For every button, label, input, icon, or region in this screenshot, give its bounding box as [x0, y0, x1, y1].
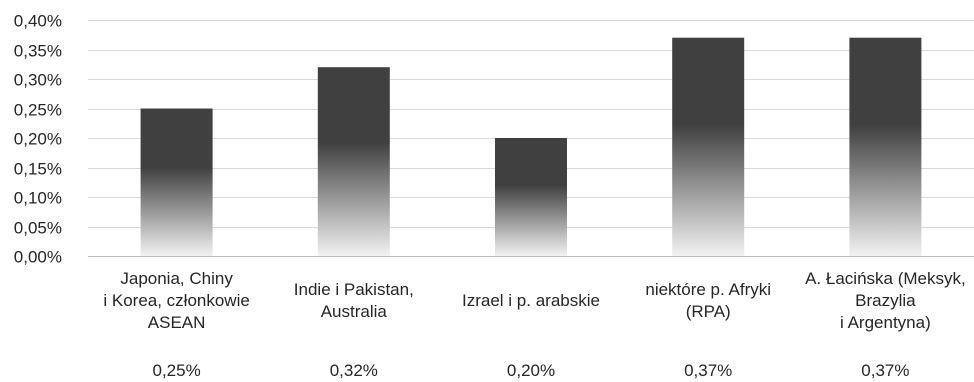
bar — [317, 67, 390, 256]
value-label: 0,20% — [507, 361, 555, 380]
y-tick-label: 0,15% — [14, 160, 62, 179]
value-labels: 0,25% 0,32% 0,20% 0,37% 0,37% — [152, 361, 909, 380]
category-label: Indie i Pakistan, Australia — [294, 280, 414, 321]
y-tick-label: 0,40% — [14, 12, 62, 31]
category-label-line: Australia — [321, 302, 388, 321]
category-label: Izrael i p. arabskie — [462, 291, 600, 310]
y-tick-label: 0,30% — [14, 71, 62, 90]
category-labels: Japonia, Chiny i Korea, członkowie ASEAN In… — [103, 269, 965, 332]
category-label: Japonia, Chiny i Korea, członkowie ASEAN — [103, 269, 249, 332]
y-axis-tick-labels: 0,00% 0,05% 0,10% 0,15% 0,20% 0,25% 0,30% 0,35%… — [14, 12, 62, 267]
bar — [672, 37, 745, 257]
bar — [495, 138, 567, 256]
bars — [140, 37, 922, 257]
category-label-line: Japonia, Chiny — [120, 269, 233, 288]
category-label-line: niektóre p. Afryki — [645, 280, 771, 299]
value-label: 0,37% — [861, 361, 909, 380]
category-label-line: ASEAN — [148, 313, 206, 332]
value-label: 0,37% — [684, 361, 732, 380]
value-label: 0,32% — [330, 361, 378, 380]
category-label-line: (RPA) — [686, 302, 731, 321]
y-tick-label: 0,25% — [14, 101, 62, 120]
category-label: A. Łacińska (Meksyk, Brazylia i Argentyna) — [805, 269, 966, 332]
category-label-line: Brazylia — [855, 291, 916, 310]
category-label-line: i Korea, członkowie — [103, 291, 249, 310]
category-label: niektóre p. Afryki (RPA) — [645, 280, 771, 321]
bar — [849, 37, 922, 257]
category-label-line: Indie i Pakistan, — [294, 280, 414, 299]
y-tick-label: 0,20% — [14, 130, 62, 149]
category-label-line: i Argentyna) — [840, 313, 931, 332]
value-label: 0,25% — [152, 361, 200, 380]
bar — [140, 108, 213, 256]
y-tick-label: 0,05% — [14, 219, 62, 238]
y-tick-label: 0,10% — [14, 189, 62, 208]
category-label-line: A. Łacińska (Meksyk, — [805, 269, 966, 288]
y-tick-label: 0,35% — [14, 42, 62, 61]
y-tick-label: 0,00% — [14, 248, 62, 267]
category-label-line: Izrael i p. arabskie — [462, 291, 600, 310]
